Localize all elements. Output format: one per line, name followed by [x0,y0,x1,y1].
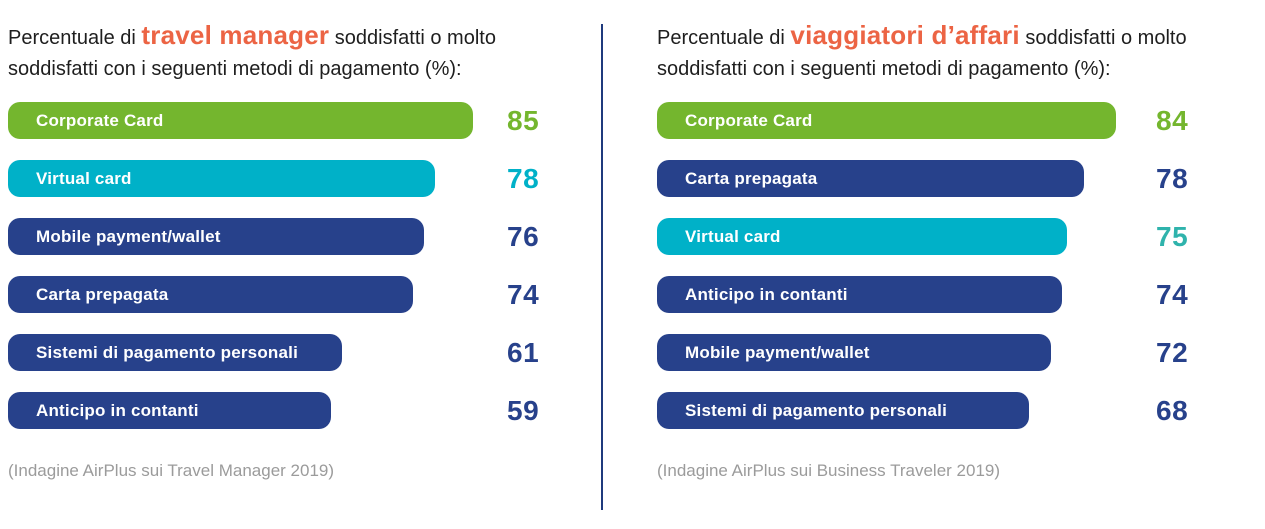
bar-value: 76 [507,220,540,252]
bar-sistemi-di-pagamento-personali: Sistemi di pagamento personali [657,392,1029,429]
bar-label: Carta prepagata [685,168,818,188]
bar-virtual-card: Virtual card [8,160,435,197]
bar-label: Virtual card [685,226,781,246]
bar-anticipo-in-contanti: Anticipo in contanti [8,392,331,429]
title-prefix: Percentuale di [657,27,791,49]
bar-row-corporate-card: Corporate Card 85 [8,102,555,139]
bar-label: Anticipo in contanti [36,400,199,420]
source-footnote-viaggiatori-affari: (Indagine AirPlus sui Business Traveler … [657,461,1001,480]
title-suffix: soddisfatti o molto soddisfatti con i se… [8,27,496,80]
bar-value: 72 [1156,336,1189,368]
bar-mobile-payment-wallet: Mobile payment/wallet [657,334,1051,371]
bar-carta-prepagata: Carta prepagata [657,160,1084,197]
bar-value: 59 [507,394,540,426]
title-prefix: Percentuale di [8,27,142,49]
bar-value: 85 [507,104,540,136]
bar-value: 74 [1156,278,1189,310]
bar-corporate-card: Corporate Card [657,102,1117,139]
bar-row-carta-prepagata: Carta prepagata 78 [657,160,1204,197]
bar-chart-viaggiatori-affari: Corporate Card 84 Carta prepagata 78 Virtual… [657,102,1204,450]
title-suffix: soddisfatti o molto soddisfatti con i se… [657,27,1187,80]
bar-mobile-payment-wallet: Mobile payment/wallet [8,218,424,255]
bar-label: Sistemi di pagamento personali [36,342,299,362]
bar-chart-travel-manager: Corporate Card 85 Virtual card 78 Mobile pay… [8,102,555,450]
panel-travel-manager: Percentuale di travel manager soddisfatt… [8,0,593,529]
bar-row-mobile-payment-wallet: Mobile payment/wallet 72 [657,334,1204,371]
title-highlight-travel-manager: travel manager [141,20,330,50]
bar-label: Mobile payment/wallet [36,226,221,246]
panel-viaggiatori-affari: Percentuale di viaggiatori d’affari sodd… [657,0,1257,529]
panel-title-viaggiatori-affari: Percentuale di viaggiatori d’affari sodd… [657,20,1257,85]
bar-row-carta-prepagata: Carta prepagata 74 [8,276,555,313]
vertical-divider [601,24,603,510]
bar-corporate-card: Corporate Card [8,102,473,139]
bar-row-corporate-card: Corporate Card 84 [657,102,1204,139]
source-footnote-travel-manager: (Indagine AirPlus sui Travel Manager 201… [8,461,335,480]
bar-row-sistemi-di-pagamento-personali: Sistemi di pagamento personali 68 [657,392,1204,429]
bar-label: Carta prepagata [36,284,169,304]
bar-anticipo-in-contanti: Anticipo in contanti [657,276,1062,313]
bar-row-anticipo-in-contanti: Anticipo in contanti 59 [8,392,555,429]
bar-row-virtual-card: Virtual card 78 [8,160,555,197]
bar-label: Anticipo in contanti [685,284,848,304]
bar-value: 78 [507,162,540,194]
panel-title-travel-manager: Percentuale di travel manager soddisfatt… [8,20,570,85]
bar-row-virtual-card: Virtual card 75 [657,218,1204,255]
bar-value: 78 [1156,162,1189,194]
bar-label: Mobile payment/wallet [685,342,870,362]
bar-label: Corporate Card [685,110,813,130]
bar-virtual-card: Virtual card [657,218,1068,255]
bar-label: Sistemi di pagamento personali [685,400,948,420]
bar-row-mobile-payment-wallet: Mobile payment/wallet 76 [8,218,555,255]
bar-value: 68 [1156,394,1189,426]
bar-label: Virtual card [36,168,132,188]
bar-label: Corporate Card [36,110,164,130]
bar-value: 75 [1156,220,1189,252]
bar-value: 74 [507,278,540,310]
bar-sistemi-di-pagamento-personali: Sistemi di pagamento personali [8,334,342,371]
title-highlight-viaggiatori-affari: viaggiatori d’affari [790,20,1020,50]
bar-carta-prepagata: Carta prepagata [8,276,413,313]
bar-row-anticipo-in-contanti: Anticipo in contanti 74 [657,276,1204,313]
bar-value: 61 [507,336,540,368]
bar-value: 84 [1156,104,1189,136]
bar-row-sistemi-di-pagamento-personali: Sistemi di pagamento personali 61 [8,334,555,371]
